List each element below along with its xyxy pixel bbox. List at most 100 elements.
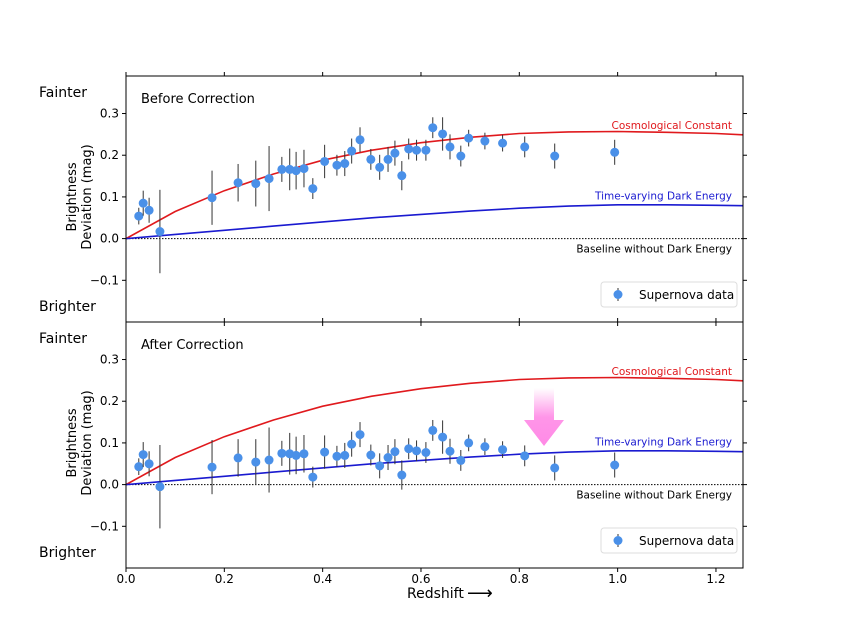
data-point [264, 174, 274, 184]
baseline-label: Baseline without Dark Energy [576, 490, 732, 502]
y-tick-label: 0.0 [100, 232, 119, 246]
y-axis-label-line2: Deviation (mag) [80, 144, 95, 249]
data-point [428, 425, 438, 435]
data-point [291, 166, 301, 176]
data-point [355, 135, 365, 145]
data-point [366, 450, 376, 460]
data-point [308, 184, 318, 194]
y-axis-label-line2: Deviation (mag) [80, 390, 95, 495]
x-tick-label: 0.0 [116, 572, 135, 586]
data-point [498, 138, 508, 148]
data-point [340, 450, 350, 460]
data-point [155, 227, 165, 237]
legend-marker [613, 536, 623, 545]
y-axis-label-line1: Brightness [65, 162, 80, 231]
data-point [207, 462, 217, 472]
data-point [332, 451, 342, 461]
data-point [207, 193, 217, 203]
y-tick-label: 0.2 [100, 394, 119, 408]
panel-after: Fainter Brighter Brightness Deviation (mag)… [39, 318, 747, 586]
dark-energy-label: Time-varying Dark Energy [594, 437, 732, 449]
x-tick-label: 0.2 [215, 572, 234, 586]
data-point [404, 444, 414, 454]
y-axis-label-line1: Brightness [65, 408, 80, 477]
y-tick-label: 0.3 [100, 107, 119, 121]
data-point [383, 453, 393, 463]
data-point [412, 145, 422, 155]
data-point [428, 123, 438, 133]
data-point [397, 171, 407, 181]
x-tick-label: 0.6 [411, 572, 430, 586]
data-point [445, 142, 455, 152]
y-tick-label: 0.3 [100, 353, 119, 367]
data-point [375, 461, 385, 471]
data-point [383, 154, 393, 164]
data-point [421, 145, 431, 155]
baseline-label: Baseline without Dark Energy [576, 244, 732, 256]
plot-area [126, 376, 743, 529]
data-point [347, 439, 357, 449]
data-point [355, 430, 365, 440]
data-point [233, 178, 243, 188]
data-point [480, 442, 490, 452]
data-point [375, 162, 385, 172]
data-point [340, 159, 350, 169]
data-point [480, 136, 490, 146]
dark-energy-curve [126, 450, 743, 486]
data-point [251, 179, 261, 189]
x-tick-label: 1.2 [706, 572, 725, 586]
x-axis-arrow: ⟶ [467, 583, 493, 604]
data-point [264, 455, 274, 465]
plot-frame [125, 321, 744, 569]
data-point [308, 472, 318, 482]
x-tick-label: 1.0 [608, 572, 627, 586]
data-point [412, 446, 422, 456]
data-point [520, 451, 530, 461]
cosmological-constant-curve [126, 376, 743, 486]
data-point [291, 450, 301, 460]
data-point [134, 462, 144, 472]
y-tick-label: 0.2 [100, 148, 119, 162]
plot-area [126, 117, 743, 274]
y-tick-label: −0.1 [90, 519, 119, 533]
data-point [520, 142, 530, 152]
data-point [299, 449, 309, 459]
data-point [277, 164, 287, 174]
data-point [251, 457, 261, 467]
data-point [366, 154, 376, 164]
cosmological-constant-curve [126, 130, 743, 240]
fainter-label: Fainter [39, 85, 87, 101]
legend-marker [613, 290, 623, 299]
fainter-label: Fainter [39, 331, 87, 347]
data-point [456, 151, 466, 161]
correction-arrow-icon [524, 388, 564, 446]
data-point [138, 450, 148, 460]
data-point [144, 459, 154, 469]
data-point [438, 129, 448, 139]
data-point [332, 160, 342, 170]
x-tick-label: 0.4 [313, 572, 332, 586]
data-point [347, 146, 357, 156]
cosmological-constant-label: Cosmological Constant [612, 366, 732, 378]
data-point [320, 156, 330, 166]
legend-label: Supernova data [639, 534, 734, 548]
data-point [464, 133, 474, 143]
legend: Supernova data [600, 281, 738, 308]
data-point [610, 147, 620, 157]
panel-before: Fainter Brighter Brightness Deviation (mag)… [39, 72, 747, 326]
data-point [445, 446, 455, 456]
panel-title: Before Correction [141, 92, 255, 107]
data-point [277, 448, 287, 458]
data-point [404, 144, 414, 154]
data-point [390, 148, 400, 158]
data-point [438, 432, 448, 442]
legend: Supernova data [600, 527, 738, 554]
data-point [421, 448, 431, 458]
brighter-label: Brighter [39, 299, 96, 315]
legend-box [600, 281, 738, 308]
data-point [498, 445, 508, 455]
legend-label: Supernova data [639, 288, 734, 302]
data-point [464, 438, 474, 448]
data-point [610, 460, 620, 470]
